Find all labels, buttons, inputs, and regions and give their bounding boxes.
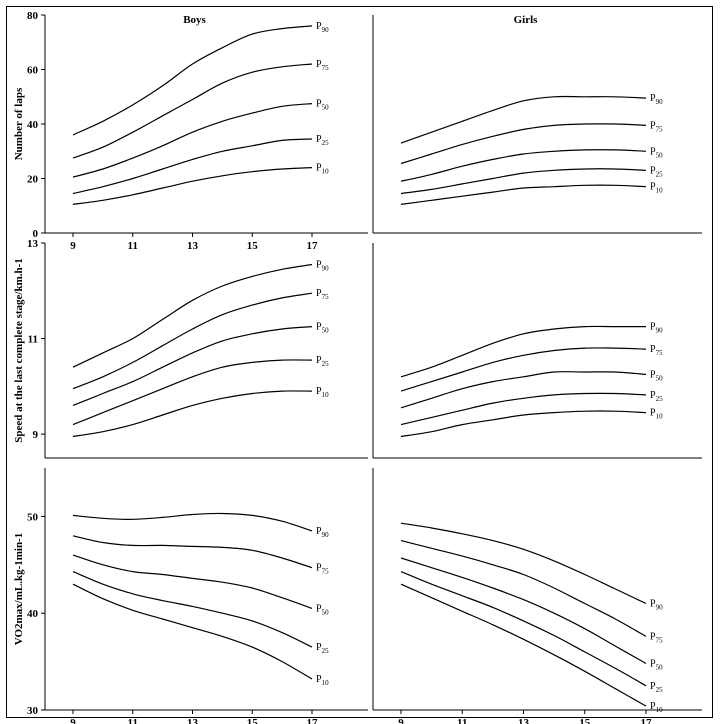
series-label-p10: P10	[316, 386, 329, 399]
y-tick-label: 40	[27, 119, 39, 131]
series-label-p50: P50	[650, 146, 663, 159]
series-line-p50	[400, 149, 647, 182]
series-line-p10	[400, 583, 647, 707]
series-label-p75: P75	[316, 288, 329, 301]
series-line-p50	[400, 371, 647, 409]
panel-title: Girls	[514, 14, 539, 26]
series-line-p10	[72, 390, 313, 438]
series-label-p50: P50	[650, 659, 663, 672]
y-tick-label: 20	[27, 174, 39, 186]
series-line-p75	[400, 540, 647, 637]
series-line-p90	[400, 522, 647, 605]
series-line-p25	[400, 571, 647, 687]
y-tick-label: 11	[28, 334, 38, 346]
y-tick-label: 9	[33, 429, 39, 441]
series-label-p90: P90	[650, 93, 663, 106]
y-tick-label: 13	[27, 238, 39, 250]
panel-title: Boys	[183, 14, 206, 26]
series-line-p50	[72, 103, 313, 178]
series-line-p90	[72, 25, 313, 136]
series-line-p90	[72, 263, 313, 368]
series-label-p10: P10	[650, 408, 663, 421]
panel-r1-c1: P90 P75 P50 P25 P10	[372, 243, 702, 459]
x-tick-label: 15	[247, 240, 259, 252]
series-label-p25: P25	[650, 390, 663, 403]
series-line-p75	[400, 347, 647, 392]
series-label-p10: P10	[650, 701, 663, 714]
x-tick-label: 17	[307, 717, 319, 724]
x-tick-label: 13	[518, 717, 530, 724]
x-tick-label: 13	[187, 717, 199, 724]
series-line-p75	[72, 535, 313, 569]
panel-r2-c0: 304050911131517Age(years)VO2max/mL.kg-1m…	[13, 468, 368, 724]
x-tick-label: 9	[70, 717, 76, 724]
series-line-p25	[72, 138, 313, 195]
figure-border	[6, 6, 713, 718]
y-tick-label: 30	[27, 705, 39, 717]
series-label-p10: P10	[316, 163, 329, 176]
series-line-p25	[400, 392, 647, 426]
series-label-p50: P50	[316, 99, 329, 112]
series-label-p90: P90	[316, 526, 329, 539]
series-label-p50: P50	[316, 603, 329, 616]
x-tick-label: 17	[641, 717, 653, 724]
series-label-p75: P75	[650, 631, 663, 644]
x-tick-label: 15	[579, 717, 591, 724]
y-axis-label: VO2max/mL.kg-1min-1	[13, 533, 25, 646]
series-line-p25	[72, 359, 313, 426]
series-line-p90	[72, 512, 313, 532]
series-line-p10	[400, 410, 647, 438]
series-line-p90	[400, 325, 646, 378]
series-label-p25: P25	[316, 134, 329, 147]
x-tick-label: 11	[457, 717, 467, 724]
series-line-p10	[400, 184, 647, 205]
series-label-p75: P75	[650, 344, 663, 357]
y-tick-label: 0	[33, 228, 39, 240]
series-label-p75: P75	[650, 120, 663, 133]
series-label-p10: P10	[316, 674, 329, 687]
y-axis-label: Speed at the last complete stage/km.h-1	[13, 258, 25, 443]
series-label-p25: P25	[650, 681, 663, 694]
series-line-p75	[400, 123, 647, 165]
series-line-p75	[72, 63, 313, 159]
series-label-p25: P25	[316, 355, 329, 368]
series-label-p50: P50	[650, 369, 663, 382]
series-line-p75	[72, 292, 313, 390]
panel-r0-c1: Girls P90 P75 P50 P25 P10	[372, 14, 702, 234]
series-label-p25: P25	[316, 642, 329, 655]
y-tick-label: 40	[27, 608, 39, 620]
series-line-p50	[72, 326, 313, 406]
x-tick-label: 15	[247, 717, 259, 724]
series-line-p25	[72, 571, 313, 648]
y-tick-label: 80	[27, 10, 39, 22]
series-label-p10: P10	[650, 182, 663, 195]
x-tick-label: 11	[128, 240, 138, 252]
y-tick-label: 50	[27, 511, 39, 523]
x-tick-label: 9	[70, 240, 76, 252]
series-label-p50: P50	[316, 322, 329, 335]
series-line-p90	[400, 95, 647, 144]
series-label-p75: P75	[316, 59, 329, 72]
series-line-p50	[72, 554, 313, 609]
series-label-p25: P25	[650, 165, 663, 178]
series-label-p90: P90	[650, 599, 663, 612]
y-axis-label: Number of laps	[13, 87, 25, 160]
x-tick-label: 13	[187, 240, 199, 252]
x-tick-label: 9	[398, 717, 404, 724]
series-label-p90: P90	[316, 260, 329, 273]
panel-r0-c0: 0 20 40 60 80 9 11 13 15 17 Boys Number of laps P90 P…	[13, 10, 368, 252]
series-label-p90: P90	[316, 21, 329, 34]
series-label-p75: P75	[316, 563, 329, 576]
x-tick-label: 11	[128, 717, 138, 724]
x-tick-label: 17	[307, 240, 319, 252]
y-tick-label: 60	[27, 65, 39, 77]
series-line-p10	[72, 583, 313, 680]
series-line-p10	[72, 167, 313, 205]
series-label-p90: P90	[650, 322, 663, 335]
series-line-p25	[400, 168, 647, 195]
series-line-p50	[400, 557, 647, 665]
